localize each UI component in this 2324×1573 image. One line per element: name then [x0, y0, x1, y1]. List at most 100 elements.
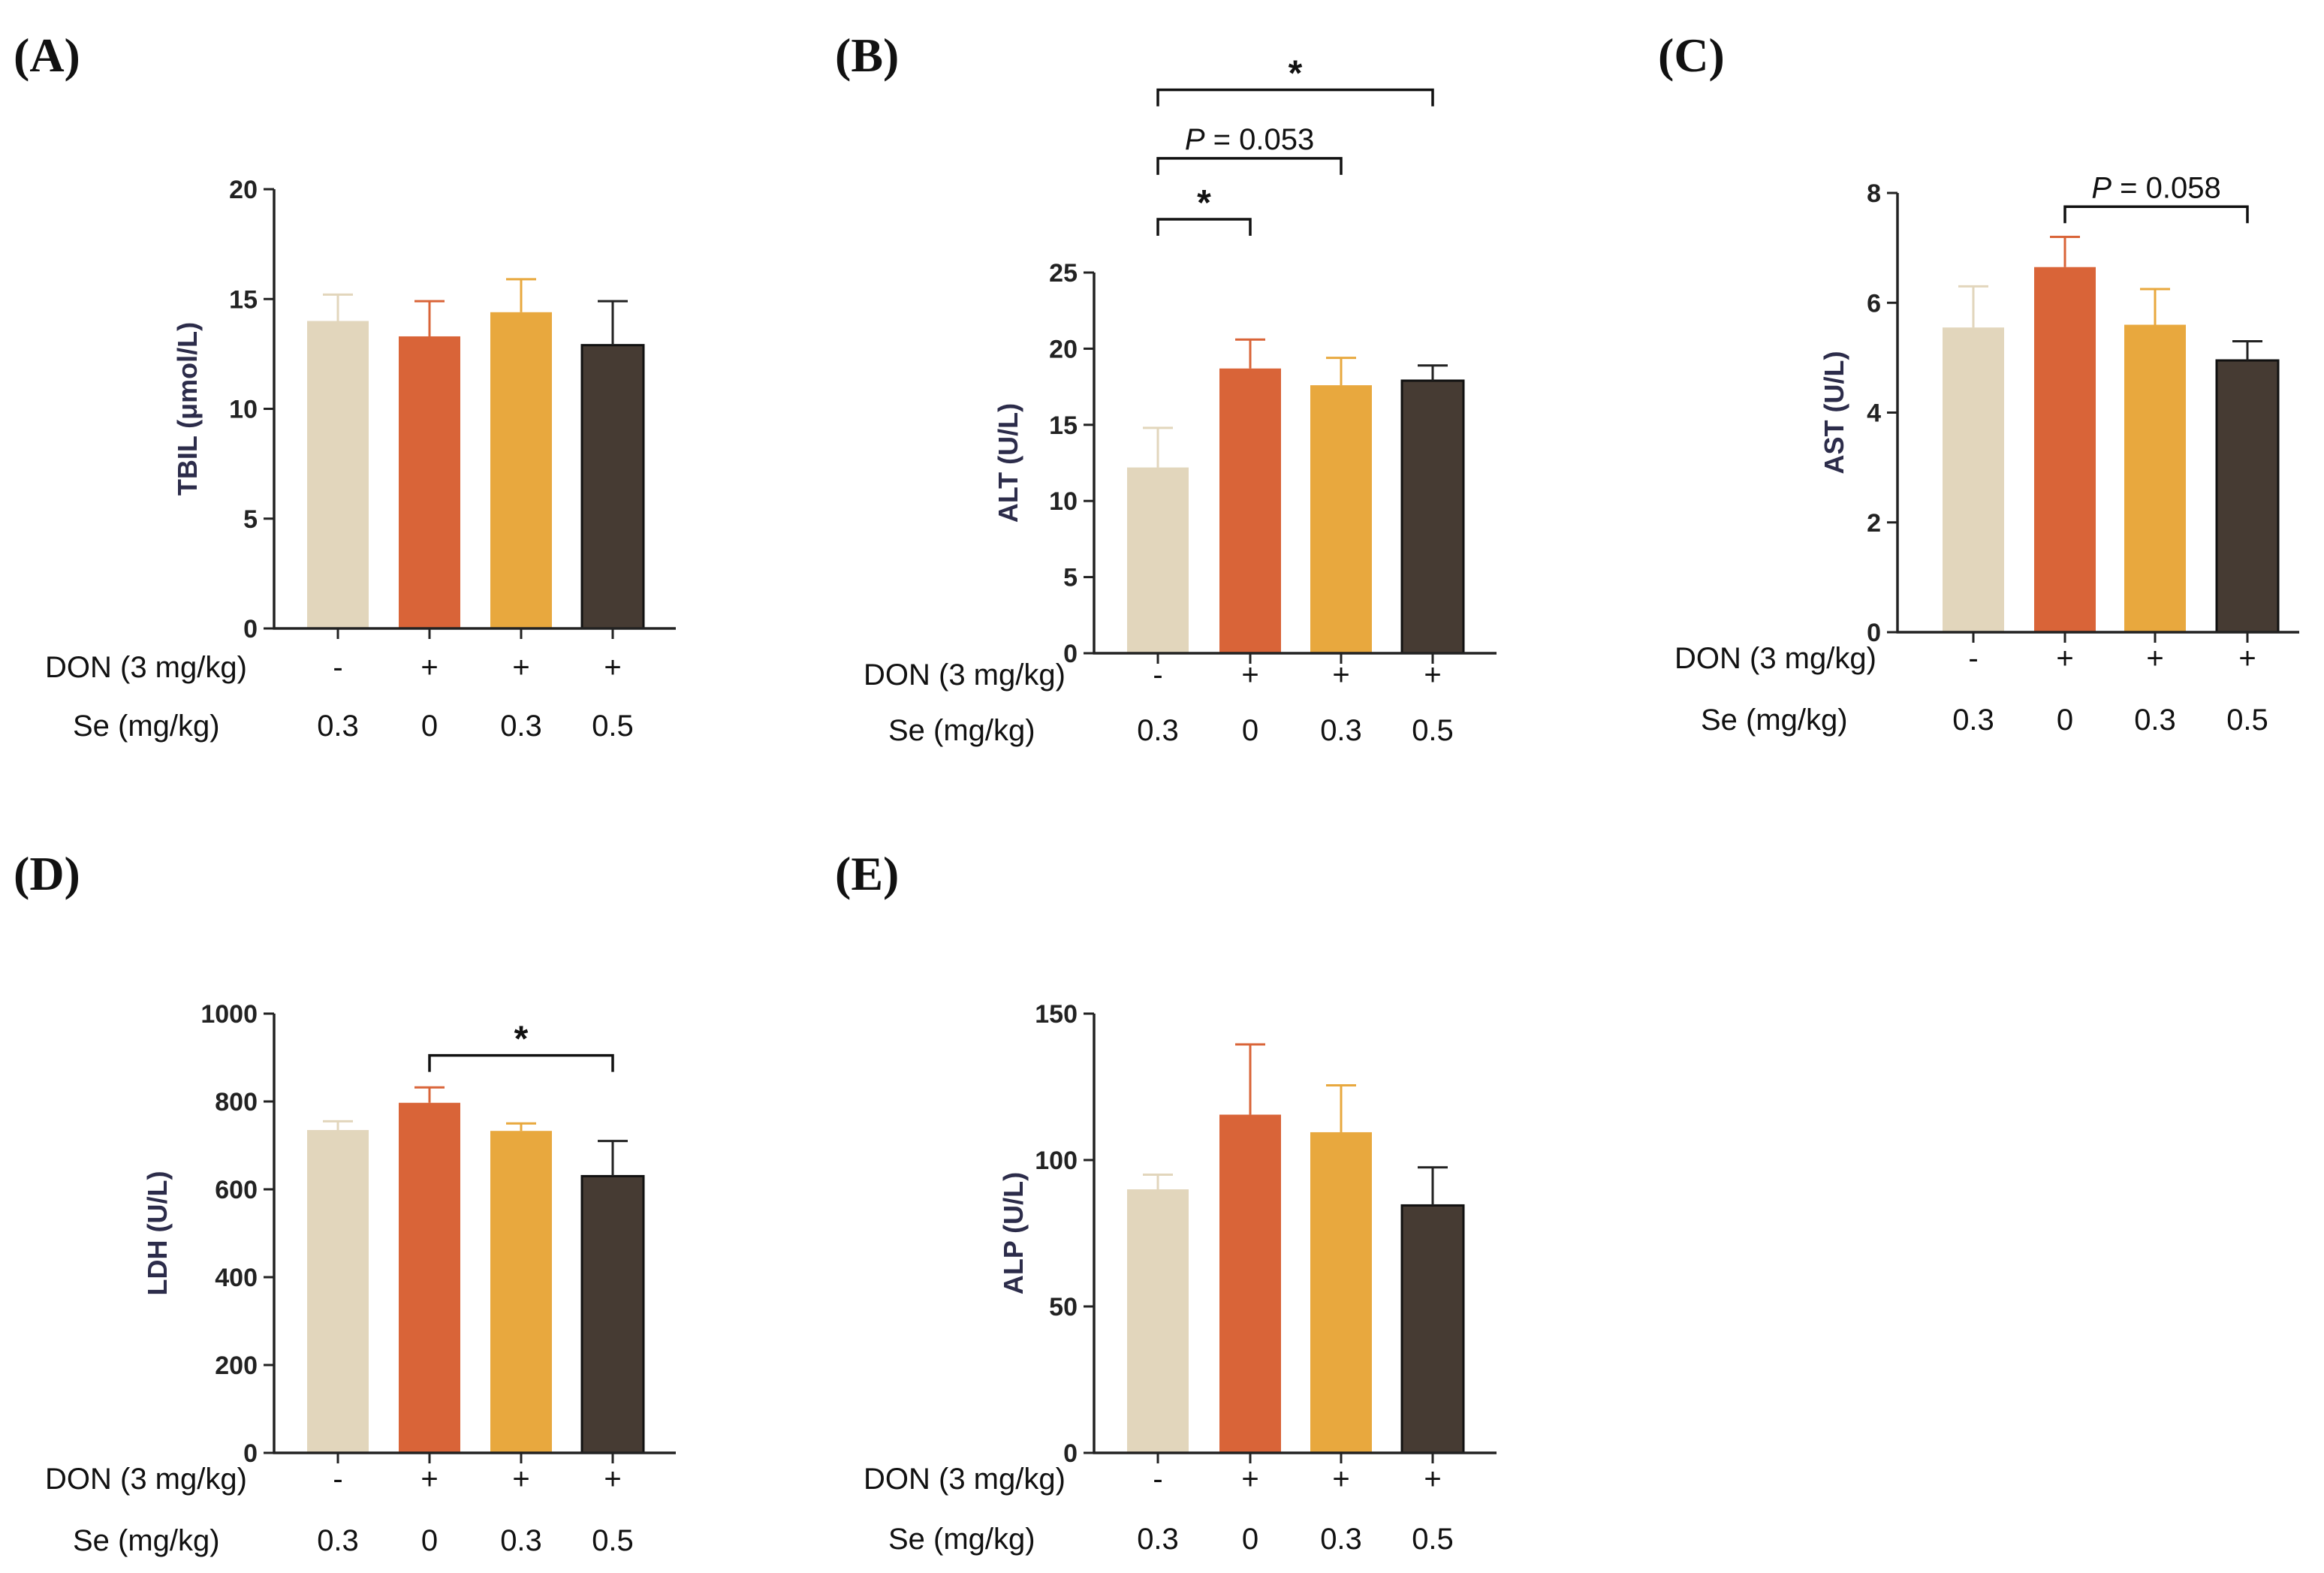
se-dose-label: 0	[2057, 704, 2073, 737]
panel-letter: (A)	[14, 29, 80, 82]
y-tick-label: 20	[1049, 335, 1078, 363]
don-row-label: DON (3 mg/kg)	[45, 651, 247, 684]
significance-bracket	[1156, 218, 1252, 237]
significance-bracket	[428, 1053, 614, 1072]
se-dose-label: 0.3	[1137, 714, 1179, 747]
se-row-label: Se (mg/kg)	[888, 714, 1035, 747]
panel-letter: (B)	[835, 29, 899, 82]
panel-c: (C) AST (U/L) 0 2 4 6 8 - 0.3 +0 +0.3 +0.5 DON (3 mg…	[1658, 29, 2299, 737]
bar	[1400, 379, 1465, 655]
y-tick-label: 100	[1035, 1147, 1078, 1175]
y-tick-label: 5	[243, 505, 258, 534]
y-tick-label: 20	[229, 176, 258, 204]
don-sign-label: +	[2056, 642, 2073, 675]
bar	[1219, 368, 1281, 653]
y-tick-label: 1000	[200, 1000, 258, 1029]
se-dose-label: 0.5	[592, 710, 634, 743]
y-tick-label: 0	[1063, 640, 1078, 668]
bar	[1400, 1204, 1465, 1454]
y-tick-label: 10	[229, 396, 258, 424]
y-tick-label: 150	[1035, 1000, 1078, 1029]
panel-a: (A) TBIL (μmol/L) 0 5 10 15 20 - 0.3 +0 +0.3 +0.5 DO…	[14, 29, 676, 743]
bar	[399, 336, 460, 628]
panel-letter: (C)	[1658, 29, 1725, 82]
se-dose-label: 0.5	[2226, 704, 2268, 737]
y-tick-label: 25	[1049, 259, 1078, 288]
y-tick-label: 15	[229, 285, 258, 314]
don-sign-label: -	[1968, 642, 1978, 675]
bar	[1943, 327, 2004, 632]
bar	[580, 344, 645, 630]
don-sign-label: +	[1332, 658, 1349, 692]
se-dose-label: 0	[1242, 714, 1258, 747]
se-dose-label: 0.3	[1320, 1523, 1362, 1556]
se-dose-label: 0.3	[1320, 714, 1362, 747]
bar	[1219, 1114, 1281, 1453]
panel-e: (E) ALP (U/L) 0 50 100 150 - 0.3 +0 +0.3 +0.5 DON (…	[835, 847, 1497, 1556]
se-dose-label: 0.5	[1412, 1523, 1454, 1556]
y-tick-label: 2	[1867, 509, 1881, 538]
bar	[1127, 467, 1189, 653]
panel-letter: (E)	[835, 847, 899, 900]
don-sign-label: +	[420, 1463, 438, 1496]
don-row-label: DON (3 mg/kg)	[1674, 642, 1876, 675]
y-tick-label: 6	[1867, 289, 1881, 318]
bar	[490, 312, 552, 628]
don-sign-label: +	[604, 1463, 621, 1496]
panel-b: (B) ALT (U/L) 0 5 10 15 20 25 - 0.3 +0 +0.3 +0.5 DON …	[835, 29, 1497, 747]
se-dose-label: 0	[421, 1524, 438, 1557]
se-dose-label: 0.3	[500, 1524, 542, 1557]
se-dose-label: 0.3	[2134, 704, 2176, 737]
don-sign-label: +	[1424, 1463, 1441, 1496]
significance-bracket	[2063, 205, 2249, 224]
don-sign-label: +	[1241, 1463, 1258, 1496]
bar	[2124, 324, 2186, 632]
se-row-label: Se (mg/kg)	[1701, 704, 1848, 737]
don-sign-label: +	[2238, 642, 2256, 675]
y-axis-label: LDH (U/L)	[142, 1171, 173, 1296]
y-tick-label: 800	[215, 1088, 258, 1116]
bar	[307, 1130, 369, 1453]
y-tick-label: 0	[243, 1439, 258, 1468]
y-tick-label: 400	[215, 1264, 258, 1292]
don-row-label: DON (3 mg/kg)	[864, 658, 1066, 692]
se-dose-label: 0.5	[592, 1524, 634, 1557]
bar	[1127, 1189, 1189, 1453]
se-dose-label: 0.5	[1412, 714, 1454, 747]
se-row-label: Se (mg/kg)	[73, 710, 220, 743]
don-row-label: DON (3 mg/kg)	[864, 1463, 1066, 1496]
y-tick-label: 5	[1063, 564, 1078, 592]
y-tick-label: 0	[1063, 1439, 1078, 1468]
y-tick-label: 600	[215, 1176, 258, 1204]
don-sign-label: +	[2146, 642, 2163, 675]
significance-bracket	[1156, 88, 1434, 107]
don-sign-label: +	[1424, 658, 1441, 692]
don-sign-label: +	[512, 1463, 529, 1496]
significance-label: P = 0.053	[1185, 123, 1314, 156]
se-dose-label: 0.3	[317, 1524, 359, 1557]
y-tick-label: 15	[1049, 411, 1078, 440]
se-dose-label: 0.3	[500, 710, 542, 743]
significance-label: P = 0.058	[2091, 171, 2220, 204]
y-axis-label: TBIL (μmol/L)	[172, 322, 203, 496]
bar	[2034, 267, 2096, 632]
significance-label: *	[1197, 183, 1211, 223]
p-symbol: P	[1185, 123, 1205, 156]
y-tick-label: 0	[1867, 619, 1881, 647]
se-row-label: Se (mg/kg)	[73, 1524, 220, 1557]
y-tick-label: 8	[1867, 179, 1881, 208]
p-symbol: P	[2091, 171, 2111, 204]
don-sign-label: -	[1153, 658, 1162, 692]
bar	[1310, 1132, 1372, 1453]
bar	[580, 1174, 645, 1454]
p-value: = 0.058	[2111, 171, 2221, 204]
se-dose-label: 0	[421, 710, 438, 743]
y-tick-label: 200	[215, 1352, 258, 1380]
bar	[399, 1102, 460, 1453]
don-sign-label: +	[420, 651, 438, 684]
se-dose-label: 0.3	[1952, 704, 1994, 737]
don-sign-label: +	[604, 651, 621, 684]
y-tick-label: 0	[243, 615, 258, 643]
don-sign-label: +	[1332, 1463, 1349, 1496]
